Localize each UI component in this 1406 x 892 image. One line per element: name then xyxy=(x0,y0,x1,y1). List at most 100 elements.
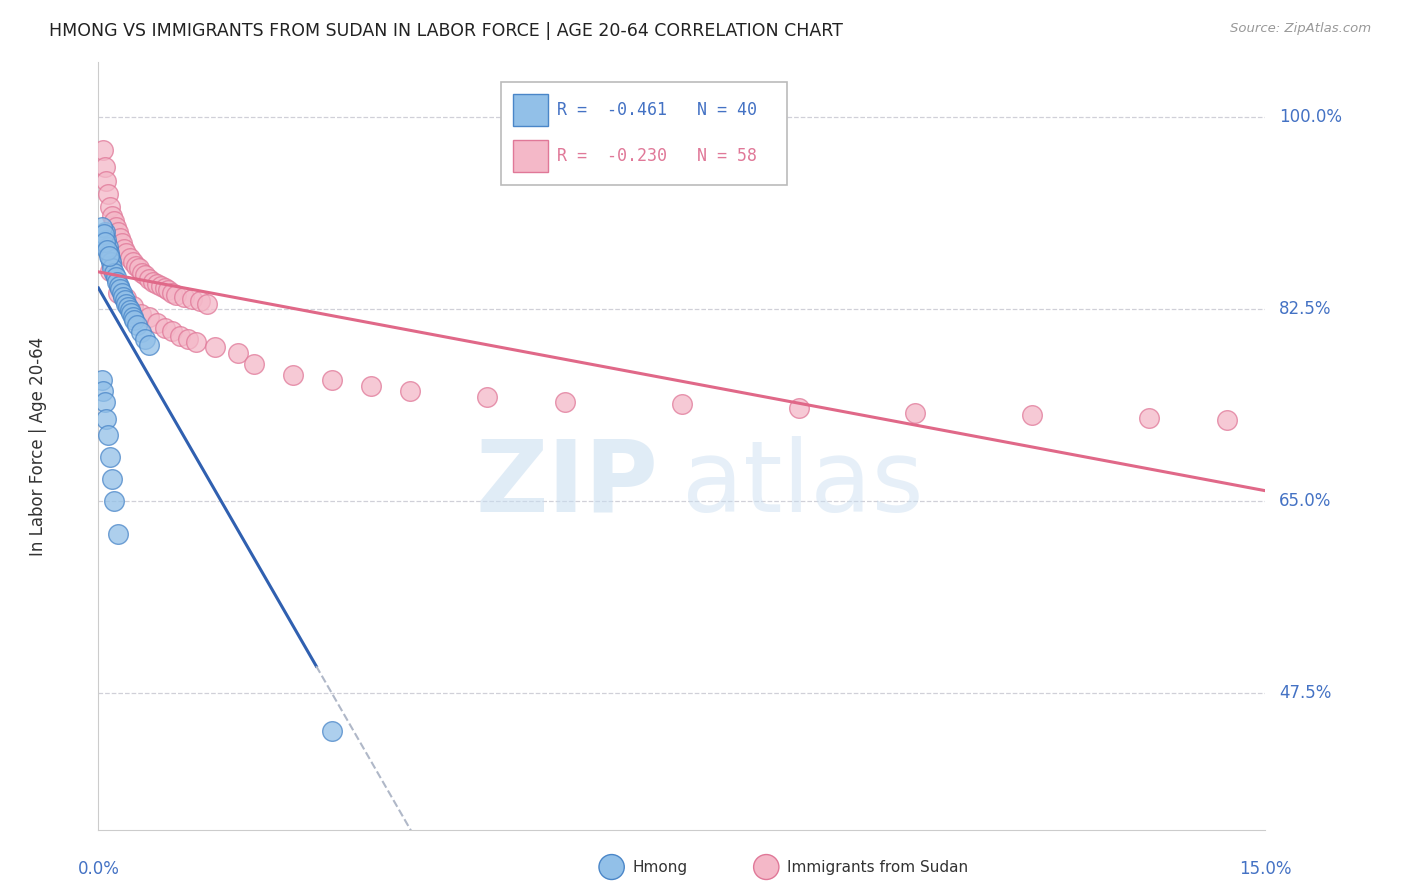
Point xyxy=(96,411,118,425)
Point xyxy=(228,346,250,360)
Point xyxy=(91,373,114,387)
Point xyxy=(107,279,129,293)
Point xyxy=(142,275,165,289)
Point xyxy=(153,320,176,334)
Point xyxy=(127,318,149,333)
Point xyxy=(97,249,120,263)
Text: ZIP: ZIP xyxy=(475,436,658,533)
Point xyxy=(98,263,121,277)
Point xyxy=(134,268,156,282)
Point xyxy=(108,282,131,296)
Text: R =  -0.461   N = 40: R = -0.461 N = 40 xyxy=(557,101,756,119)
Point xyxy=(114,293,136,308)
Point xyxy=(93,395,115,409)
Text: 15.0%: 15.0% xyxy=(1239,860,1292,878)
Text: R =  -0.230   N = 58: R = -0.230 N = 58 xyxy=(557,147,756,165)
Point xyxy=(114,291,136,305)
Bar xyxy=(513,94,548,126)
Point xyxy=(281,368,304,382)
Point xyxy=(93,227,115,242)
Point xyxy=(101,472,124,486)
Point xyxy=(1021,409,1043,423)
Point xyxy=(107,526,129,541)
Point xyxy=(169,329,191,343)
Point xyxy=(131,266,153,280)
Point xyxy=(104,270,127,285)
Point xyxy=(107,225,129,239)
Point xyxy=(904,406,927,420)
Point xyxy=(125,260,148,274)
Bar xyxy=(513,140,548,172)
Point xyxy=(120,306,142,320)
Point xyxy=(93,160,115,174)
Text: Source: ZipAtlas.com: Source: ZipAtlas.com xyxy=(1230,22,1371,36)
Point xyxy=(134,332,156,346)
Point xyxy=(184,334,207,349)
Point xyxy=(121,255,143,269)
Point xyxy=(115,296,138,310)
Point xyxy=(477,390,499,404)
Point xyxy=(195,296,218,310)
Point xyxy=(122,313,145,327)
Point xyxy=(1137,410,1160,425)
Point xyxy=(121,310,143,324)
Point xyxy=(112,290,135,304)
Text: atlas: atlas xyxy=(682,436,924,533)
Point xyxy=(138,310,160,324)
Text: In Labor Force | Age 20-64: In Labor Force | Age 20-64 xyxy=(28,336,46,556)
Point xyxy=(96,243,118,257)
Point xyxy=(98,246,121,260)
Point xyxy=(96,174,118,188)
Point xyxy=(321,373,343,387)
Point xyxy=(118,303,141,318)
Text: 100.0%: 100.0% xyxy=(1279,108,1343,127)
Point xyxy=(157,284,180,298)
Point xyxy=(787,401,810,415)
Point xyxy=(173,290,195,304)
Point xyxy=(101,261,124,276)
Point xyxy=(94,235,117,249)
Point xyxy=(554,395,576,409)
Point xyxy=(107,285,129,300)
Point xyxy=(162,324,184,338)
Point xyxy=(165,287,187,301)
Point xyxy=(111,236,134,251)
Point xyxy=(243,357,266,371)
Point xyxy=(115,246,138,260)
Point xyxy=(117,300,139,314)
Point xyxy=(91,143,114,157)
Point xyxy=(103,214,125,228)
Point xyxy=(138,272,160,286)
Point xyxy=(97,239,120,253)
Point xyxy=(98,200,121,214)
Point xyxy=(128,261,150,276)
Text: 65.0%: 65.0% xyxy=(1279,491,1331,510)
Point xyxy=(101,209,124,223)
Point xyxy=(398,384,420,399)
Point xyxy=(129,308,152,322)
Point xyxy=(97,186,120,201)
Point xyxy=(103,266,125,280)
Point xyxy=(98,450,121,464)
Point xyxy=(100,255,122,269)
Point xyxy=(98,251,121,265)
Point xyxy=(97,428,120,442)
Point xyxy=(118,251,141,265)
Point xyxy=(129,325,152,339)
Point xyxy=(162,285,184,300)
Point xyxy=(91,384,114,399)
Point xyxy=(103,493,125,508)
Point xyxy=(108,231,131,245)
Text: 82.5%: 82.5% xyxy=(1279,300,1331,318)
Point xyxy=(91,219,114,234)
Point xyxy=(321,723,343,738)
Text: Immigrants from Sudan: Immigrants from Sudan xyxy=(787,860,969,874)
Text: HMONG VS IMMIGRANTS FROM SUDAN IN LABOR FORCE | AGE 20-64 CORRELATION CHART: HMONG VS IMMIGRANTS FROM SUDAN IN LABOR … xyxy=(49,22,844,40)
Point xyxy=(111,285,134,300)
Point xyxy=(1215,413,1237,427)
Point xyxy=(153,281,176,295)
Point xyxy=(177,332,200,346)
Point xyxy=(671,397,693,411)
Point xyxy=(96,233,118,247)
Point xyxy=(188,294,211,309)
